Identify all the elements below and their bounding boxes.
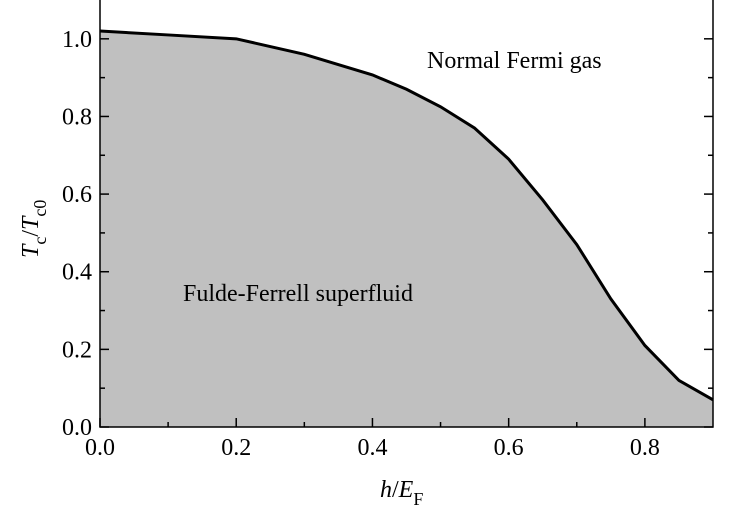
x-tick-label: 0.6	[494, 435, 524, 461]
x-label-part: /	[392, 477, 399, 503]
y-label-part: T	[18, 243, 44, 258]
x-label-part: E	[398, 477, 414, 503]
y-tick-label: 0.8	[62, 104, 92, 130]
y-tick-label: 0.6	[62, 182, 92, 208]
x-axis-label: h/EF	[380, 477, 423, 509]
y-label-part: c0	[30, 200, 50, 217]
x-label-part: h	[380, 477, 392, 503]
axis-frame	[99, 0, 714, 428]
annotation: Fulde-Ferrell superfluid	[183, 281, 413, 307]
area-fill	[100, 31, 713, 428]
y-tick-label: 1.0	[62, 27, 92, 53]
y-tick-label: 0.4	[62, 260, 92, 286]
y-label-part: c	[30, 237, 50, 245]
x-label-part: F	[413, 489, 423, 509]
y-axis-label: Tc/Tc0	[18, 200, 50, 258]
y-tick-label: 0.0	[62, 415, 92, 441]
x-tick-label: 0.2	[221, 435, 251, 461]
x-tick-label: 0.8	[630, 435, 660, 461]
line	[99, 29, 714, 402]
x-tick-label: 0.0	[85, 435, 115, 461]
y-label-part: T	[18, 215, 44, 230]
annotation: Normal Fermi gas	[427, 48, 602, 74]
y-label-part: /	[18, 230, 44, 237]
x-tick-label: 0.4	[357, 435, 387, 461]
y-tick-label: 0.2	[62, 337, 92, 363]
